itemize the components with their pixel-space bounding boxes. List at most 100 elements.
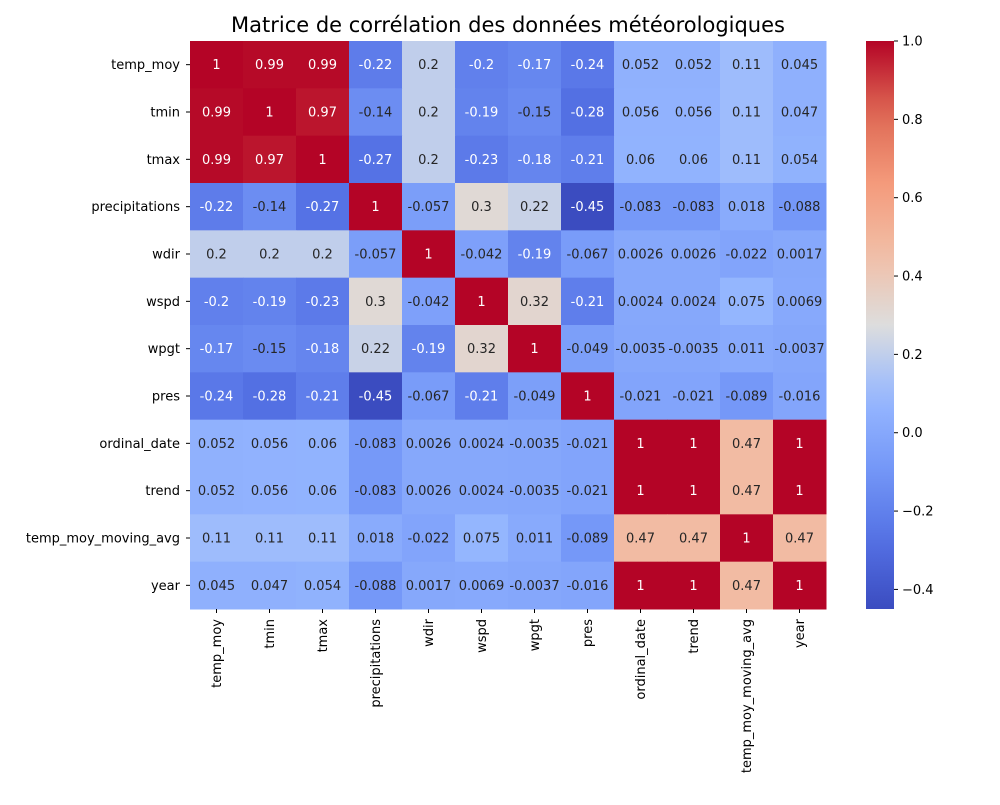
heatmap-cell [720, 325, 774, 373]
cell-value-label: 1 [424, 248, 432, 263]
heatmap-cell [614, 419, 668, 468]
heatmap-cell [773, 419, 827, 468]
colorbar-tick-label: −0.4 [902, 583, 934, 598]
cell-value-label: 0.47 [785, 532, 814, 547]
cell-value-label: 0.2 [312, 248, 333, 263]
x-axis-tick-labels: temp_moy tmin tmax precipitations wdir wspd wp… [210, 609, 808, 773]
heatmap-cell [614, 41, 668, 89]
heatmap-cell [243, 419, 297, 468]
heatmap-cell [561, 467, 615, 515]
cell-value-label: 1 [795, 484, 803, 499]
heatmap-cell [455, 88, 509, 137]
cell-value-label: 0.018 [728, 200, 765, 215]
heatmap-cell [773, 561, 827, 610]
cell-value-label: 1 [477, 295, 485, 310]
heatmap-cell [190, 230, 244, 279]
cell-value-label: -0.24 [200, 390, 234, 405]
cell-value-label: -0.067 [567, 248, 609, 263]
heatmap-cell [349, 372, 403, 421]
heatmap-cell [773, 88, 827, 137]
heatmap-cell [190, 514, 244, 563]
heatmap-cell [455, 325, 509, 373]
heatmap-cell [349, 183, 403, 231]
cell-value-label: -0.27 [306, 200, 340, 215]
heatmap-cell [455, 135, 509, 184]
cell-value-label: 0.056 [675, 106, 712, 121]
heatmap-cell [190, 561, 244, 610]
heatmap-cell [402, 183, 456, 231]
y-tick-label: tmax [147, 153, 181, 168]
cell-value-label: 0.0024 [618, 295, 664, 310]
y-tick-label: wspd [146, 295, 180, 310]
cell-value-label: 0.47 [626, 532, 655, 547]
cell-value-label: 0.11 [202, 532, 231, 547]
cell-value-label: -0.45 [571, 200, 605, 215]
cell-value-label: 0.32 [520, 295, 549, 310]
heatmap-cell [296, 325, 350, 373]
cell-value-label: -0.0035 [615, 342, 665, 357]
heatmap-cell [296, 467, 350, 515]
cell-value-label: -0.17 [200, 342, 234, 357]
heatmap-cell [402, 467, 456, 515]
heatmap-cell [773, 230, 827, 279]
cell-value-label: -0.28 [253, 390, 287, 405]
x-tick-label: tmin [263, 619, 278, 649]
cell-value-label: -0.021 [673, 390, 715, 405]
heatmap-cell [349, 41, 403, 89]
heatmap-cell [243, 372, 297, 421]
heatmap-cell [561, 325, 615, 373]
cell-value-label: -0.089 [567, 532, 609, 547]
heatmap-cell [667, 41, 721, 89]
cell-value-label: 0.99 [255, 58, 284, 73]
heatmap-cell [402, 561, 456, 610]
heatmap-cell [243, 561, 297, 610]
cell-value-label: -0.042 [461, 248, 503, 263]
y-tick-label: temp_moy_moving_avg [26, 532, 180, 547]
cell-value-label: -0.021 [620, 390, 662, 405]
heatmap-cell [561, 561, 615, 610]
cell-value-label: -0.083 [355, 437, 397, 452]
y-tick-label: wpgt [148, 342, 180, 357]
x-tick-label: temp_moy_moving_avg [740, 619, 755, 773]
heatmap-cell [349, 277, 403, 326]
heatmap-cell [508, 183, 562, 231]
cell-value-label: 1 [689, 484, 697, 499]
x-tick-label: precipitations [369, 619, 384, 708]
cell-value-label: -0.28 [571, 106, 605, 121]
heatmap-cell [455, 230, 509, 279]
heatmap-cell [773, 135, 827, 184]
cell-value-label: 1 [636, 579, 644, 594]
cell-value-label: 0.47 [679, 532, 708, 547]
heatmap-cell [720, 419, 774, 468]
heatmap-cell [773, 372, 827, 421]
heatmap-cell [296, 372, 350, 421]
cell-value-label: 1 [689, 579, 697, 594]
heatmap-cell [508, 372, 562, 421]
heatmap-cell [402, 277, 456, 326]
cell-value-label: 0.047 [781, 106, 818, 121]
heatmap-cell [296, 135, 350, 184]
cell-value-label: -0.24 [571, 58, 605, 73]
cell-value-label: 0.056 [251, 484, 288, 499]
heatmap-cell [561, 277, 615, 326]
heatmap-cell [614, 372, 668, 421]
cell-value-label: -0.083 [673, 200, 715, 215]
heatmap-cell [349, 325, 403, 373]
heatmap-cell [614, 277, 668, 326]
cell-value-label: -0.2 [469, 58, 494, 73]
cell-value-label: -0.45 [359, 390, 393, 405]
cell-value-label: 0.052 [198, 437, 235, 452]
cell-value-label: 0.2 [418, 153, 439, 168]
cell-value-label: 0.11 [732, 58, 761, 73]
heatmap-cell [720, 467, 774, 515]
heatmap-cell [455, 467, 509, 515]
heatmap-cell [667, 467, 721, 515]
heatmap-cell [190, 325, 244, 373]
heatmap-cell [508, 514, 562, 563]
heatmap-cell [667, 325, 721, 373]
cell-value-label: 0.0069 [459, 579, 505, 594]
heatmap-cell [614, 467, 668, 515]
heatmap-cell [190, 467, 244, 515]
colorbar-tick-label: 0.8 [902, 113, 923, 128]
